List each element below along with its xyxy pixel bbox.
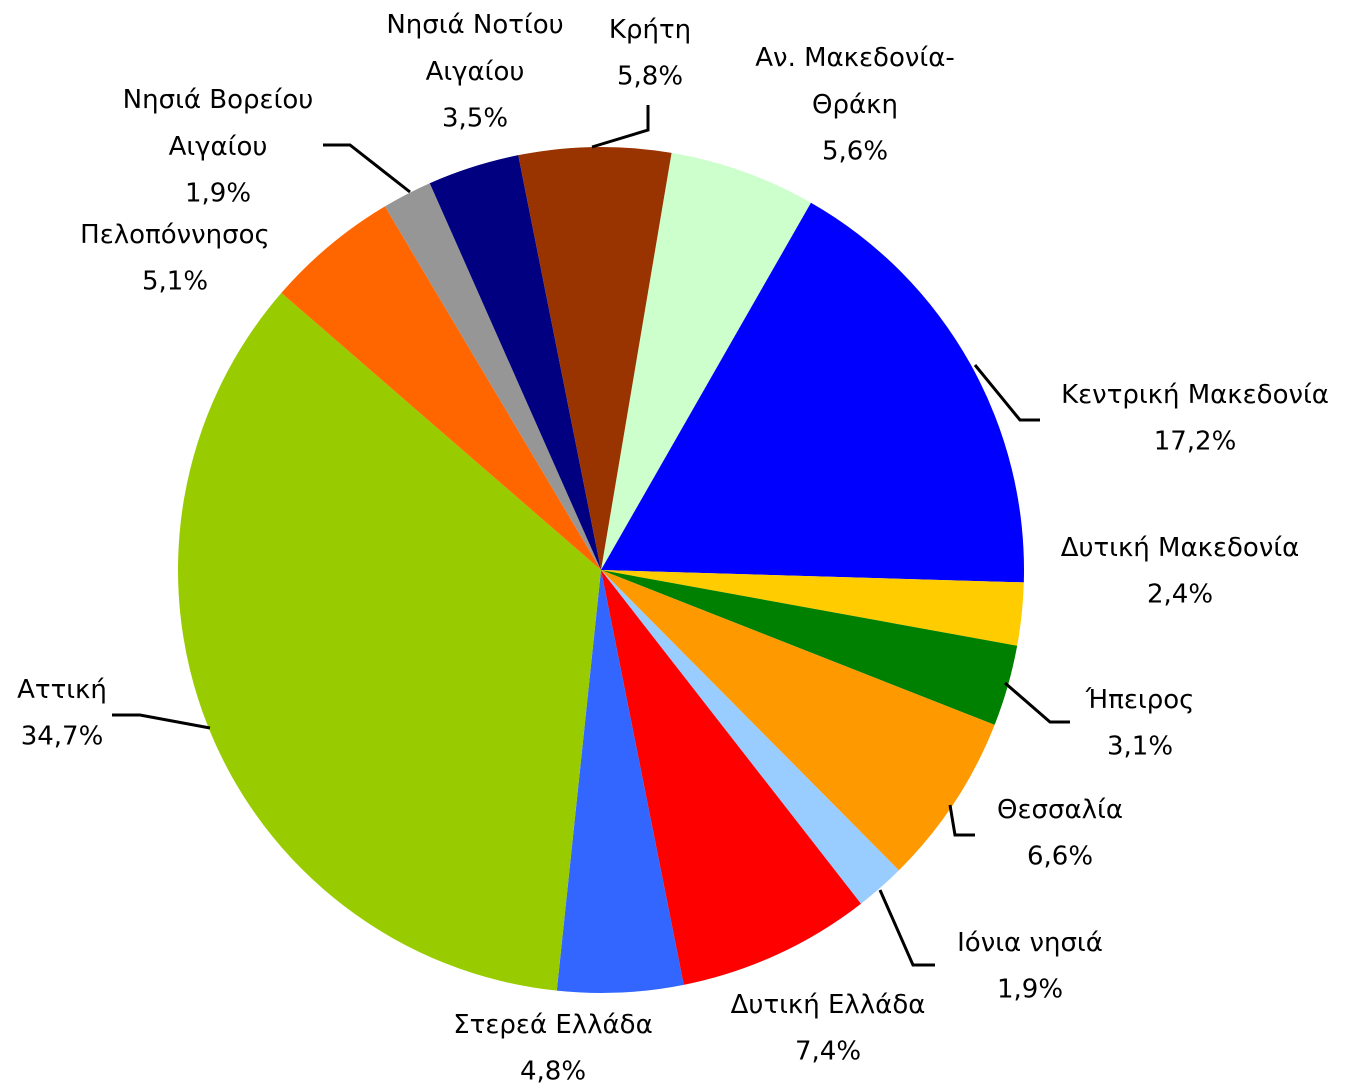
value-label: 1,9% (997, 975, 1063, 1005)
label-line: Ήπειρος (1085, 685, 1195, 715)
value-label: 7,4% (795, 1037, 861, 1067)
label-line: Θεσσαλία (997, 795, 1123, 825)
value-label: 4,8% (520, 1057, 586, 1087)
slice-label: Αν. Μακεδονία- Θράκη (755, 43, 954, 120)
label-line: Νησιά Βορείου (123, 85, 314, 115)
label-line: Θράκη (812, 90, 898, 120)
pie-slice (556, 570, 684, 993)
slice-label: Δυτική Ελλάδα (731, 990, 926, 1020)
pie-slice (601, 152, 811, 570)
slice-label: Νησιά Βορείου Αιγαίου (123, 85, 314, 162)
pie-slice (601, 570, 995, 871)
label-line: Νησιά Νοτίου (386, 10, 563, 40)
label-line: Δυτική Ελλάδα (731, 990, 926, 1020)
label-line: Στερεά Ελλάδα (453, 1010, 652, 1040)
value-label: 6,6% (1027, 842, 1093, 872)
slice-label: Θεσσαλία (997, 795, 1123, 825)
slice-label: Νησιά Νοτίου Αιγαίου (386, 10, 563, 87)
pie-slice (601, 570, 899, 904)
leader-line (878, 889, 935, 967)
slice-label: Στερεά Ελλάδα (453, 1010, 652, 1040)
label-line: Αιγαίου (169, 132, 268, 162)
pie-slice (601, 570, 1018, 725)
pie-slice (281, 206, 601, 570)
value-label: 5,8% (617, 62, 683, 92)
pie-slice (429, 155, 601, 571)
leader-line (112, 713, 211, 730)
slice-label: Κρήτη (609, 15, 691, 45)
label-line: Κρήτη (609, 15, 691, 45)
value-label: 3,5% (442, 104, 508, 134)
label-line: Κεντρική Μακεδονία (1061, 380, 1329, 410)
pie-slice (601, 570, 1024, 646)
label-line: Αν. Μακεδονία- (755, 43, 954, 73)
pie-slice (518, 147, 672, 570)
value-label: 1,9% (185, 179, 251, 209)
pie-slice (384, 183, 601, 570)
pie-slice (601, 570, 861, 985)
leader-line (948, 804, 975, 837)
pie-slice (177, 292, 601, 991)
value-label: 5,6% (822, 137, 888, 167)
slice-label: Ιόνια νησιά (957, 928, 1103, 958)
slice-label: Πελοπόννησος (80, 220, 270, 250)
value-label: 5,1% (142, 267, 208, 297)
label-line: Πελοπόννησος (80, 220, 270, 250)
value-label: 17,2% (1154, 427, 1237, 457)
value-label: 34,7% (21, 722, 104, 752)
slice-label: Κεντρική Μακεδονία (1061, 380, 1329, 410)
label-line: Αττική (17, 675, 107, 705)
leader-line (323, 143, 411, 194)
slice-label: Ήπειρος (1085, 685, 1195, 715)
label-line: Ιόνια νησιά (957, 928, 1103, 958)
value-label: 2,4% (1147, 580, 1213, 610)
label-line: Αιγαίου (426, 57, 525, 87)
label-line: Δυτική Μακεδονία (1061, 533, 1300, 563)
slice-label: Αττική (17, 675, 107, 705)
leader-line (591, 105, 650, 149)
value-label: 3,1% (1107, 732, 1173, 762)
slice-label: Δυτική Μακεδονία (1061, 533, 1300, 563)
leader-line (1004, 681, 1070, 724)
leader-line (973, 364, 1040, 422)
pie-slice (601, 202, 1024, 583)
